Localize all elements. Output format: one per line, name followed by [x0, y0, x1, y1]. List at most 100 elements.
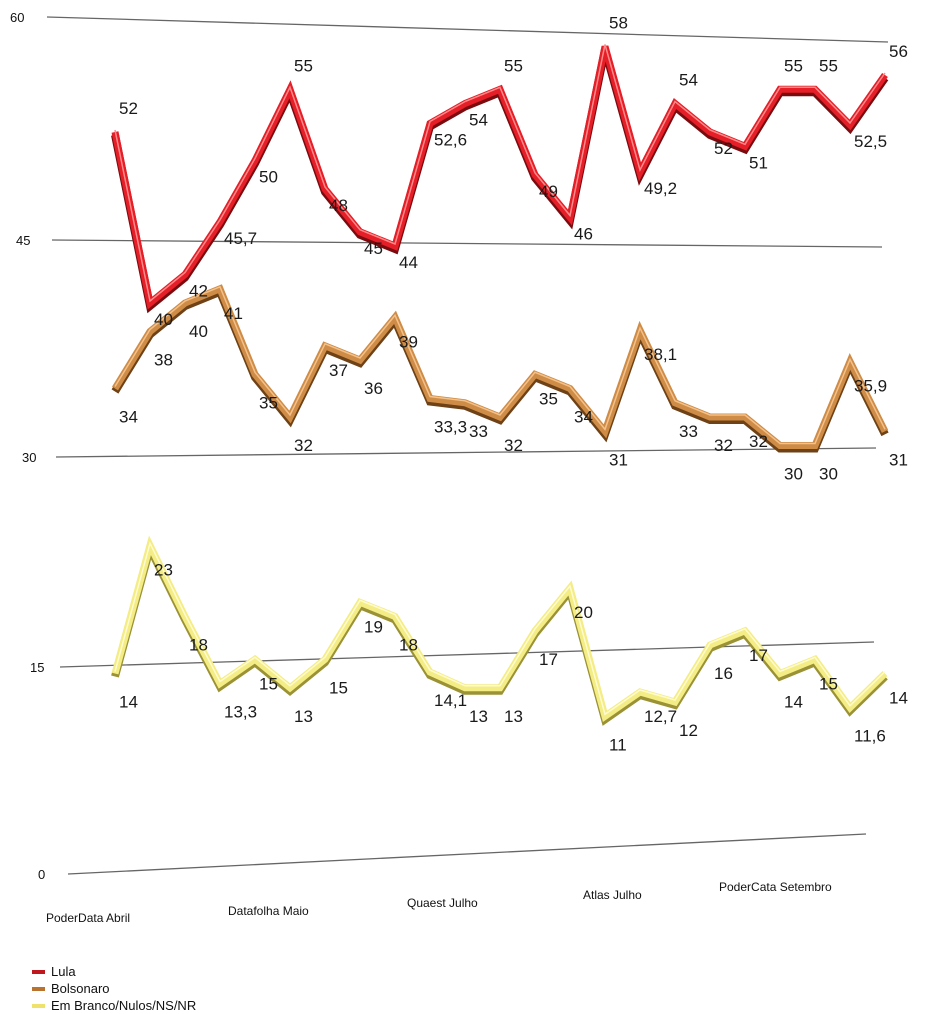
data-label: 15 — [819, 674, 838, 693]
data-label: 58 — [609, 14, 628, 33]
data-labels: 52404245,7505548454452,6545549465849,254… — [119, 14, 908, 755]
y-tick-label: 30 — [22, 450, 36, 465]
gridline-15 — [59, 641, 875, 668]
legend-swatch-bolsonaro — [32, 986, 45, 991]
data-label: 38,1 — [644, 345, 677, 364]
data-label: 55 — [504, 56, 523, 75]
data-label: 34 — [119, 408, 138, 427]
data-label: 11,6 — [854, 727, 886, 746]
data-label: 13 — [504, 707, 523, 726]
x-axis: PoderData Abril Datafolha Maio Quaest Julh… — [46, 880, 832, 925]
data-label: 33 — [679, 422, 698, 441]
data-label: 37 — [329, 361, 348, 380]
legend-swatch-lula — [32, 969, 45, 974]
data-label: 35 — [259, 393, 278, 412]
data-label: 45,7 — [224, 229, 257, 248]
data-label: 48 — [329, 196, 348, 215]
data-label: 17 — [539, 650, 558, 669]
data-label: 30 — [819, 465, 838, 484]
data-label: 33 — [469, 422, 488, 441]
data-label: 18 — [189, 636, 208, 655]
data-label: 39 — [399, 332, 418, 351]
data-label: 32 — [294, 436, 313, 455]
data-label: 55 — [294, 56, 313, 75]
data-label: 35,9 — [854, 376, 887, 395]
series-2 — [111, 535, 888, 726]
data-label: 55 — [819, 56, 838, 75]
data-label: 49,2 — [644, 179, 677, 198]
gridline-60 — [46, 16, 889, 43]
data-label: 44 — [399, 253, 418, 272]
data-label: 34 — [574, 408, 593, 427]
data-label: 46 — [574, 225, 593, 244]
series-line — [111, 535, 888, 723]
x-category-label: PoderData Abril — [46, 911, 130, 925]
data-label: 38 — [154, 351, 173, 370]
data-label: 33,3 — [434, 417, 467, 436]
legend-item-brancos: Em Branco/Nulos/NS/NR — [32, 997, 196, 1014]
data-label: 40 — [189, 322, 208, 341]
y-axis: 0 15 30 45 60 — [10, 10, 45, 882]
series-line-highlight — [114, 44, 886, 303]
data-label: 42 — [189, 282, 208, 301]
gridline-30 — [55, 447, 877, 458]
data-label: 31 — [889, 450, 908, 469]
data-label: 13,3 — [224, 702, 257, 721]
data-label: 18 — [399, 636, 418, 655]
chart: 0 15 30 45 60 PoderData Abril Datafolha Maio Q… — [10, 10, 908, 925]
data-label: 11 — [609, 735, 627, 754]
legend-item-lula: Lula — [32, 963, 196, 980]
data-label: 32 — [714, 436, 733, 455]
data-label: 41 — [224, 304, 243, 323]
x-category-label: Atlas Julho — [583, 888, 642, 902]
legend-label-lula: Lula — [51, 964, 76, 979]
data-label: 15 — [329, 678, 348, 697]
gridline-45 — [51, 239, 883, 248]
x-category-label: Datafolha Maio — [228, 904, 309, 918]
y-tick-label: 60 — [10, 10, 24, 25]
data-label: 52,6 — [434, 130, 467, 149]
data-label: 52,5 — [854, 132, 887, 151]
y-tick-label: 15 — [30, 660, 44, 675]
data-label: 13 — [294, 707, 313, 726]
series-1 — [111, 284, 889, 453]
y-tick-label: 0 — [38, 867, 45, 882]
legend-label-brancos: Em Branco/Nulos/NS/NR — [51, 998, 197, 1013]
data-label: 16 — [714, 664, 733, 683]
data-label: 45 — [364, 239, 383, 258]
data-label: 23 — [154, 560, 173, 579]
data-label: 32 — [504, 436, 523, 455]
data-label: 17 — [749, 646, 768, 665]
data-label: 36 — [364, 379, 383, 398]
series-lines — [111, 44, 889, 726]
data-label: 51 — [749, 153, 768, 172]
data-label: 56 — [889, 42, 908, 61]
legend-label-bolsonaro: Bolsonaro — [51, 981, 110, 996]
data-label: 55 — [784, 56, 803, 75]
data-label: 31 — [609, 450, 628, 469]
data-label: 14 — [119, 693, 138, 712]
data-label: 14 — [889, 689, 908, 708]
data-label: 19 — [364, 617, 383, 636]
x-category-label: PoderCata Setembro — [719, 880, 832, 894]
series-line — [111, 45, 888, 310]
gridlines — [46, 16, 889, 875]
data-label: 50 — [259, 168, 278, 187]
data-label: 14,1 — [434, 691, 467, 710]
data-label: 32 — [749, 432, 768, 451]
data-label: 40 — [154, 310, 173, 329]
x-category-label: Quaest Julho — [407, 896, 478, 910]
data-label: 54 — [679, 71, 698, 90]
data-label: 12 — [679, 721, 698, 740]
data-label: 30 — [784, 465, 803, 484]
data-label: 13 — [469, 707, 488, 726]
data-label: 49 — [539, 182, 558, 201]
data-label: 54 — [469, 111, 488, 130]
data-label: 35 — [539, 389, 558, 408]
data-label: 52 — [119, 99, 138, 118]
data-label: 52 — [714, 139, 733, 158]
data-label: 12,7 — [644, 707, 677, 726]
y-tick-label: 45 — [16, 233, 30, 248]
gridline-0 — [67, 833, 867, 875]
series-line-shadow — [111, 537, 888, 726]
